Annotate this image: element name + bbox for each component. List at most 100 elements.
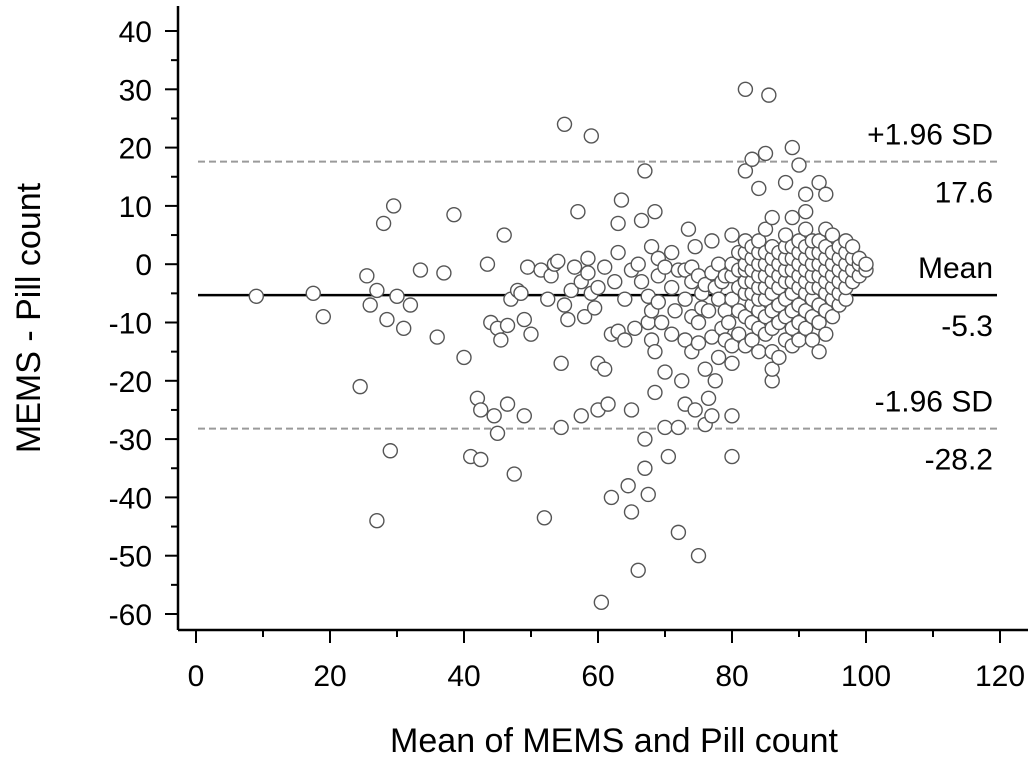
mean-value: -5.3 — [941, 310, 993, 343]
data-point — [677, 291, 693, 307]
data-point — [489, 425, 506, 441]
data-point — [724, 291, 740, 307]
data-point — [630, 562, 646, 578]
data-point — [305, 285, 321, 302]
x-tick-label: 20 — [313, 660, 346, 693]
y-tick-label: 10 — [119, 191, 152, 224]
data-point — [600, 396, 616, 412]
data-point — [640, 486, 656, 503]
data-point — [590, 279, 606, 296]
data-point — [540, 291, 556, 307]
data-point — [496, 227, 512, 243]
data-point — [674, 373, 690, 389]
data-point — [690, 314, 707, 331]
lower-loa-value: -28.2 — [925, 444, 993, 477]
x-tick-label: 120 — [975, 660, 1025, 693]
data-point — [613, 192, 630, 208]
data-point — [479, 256, 496, 272]
data-point — [369, 513, 385, 529]
y-tick-label: 30 — [119, 74, 152, 107]
data-point — [402, 297, 419, 313]
data-point — [379, 311, 395, 328]
data-point — [824, 308, 841, 325]
data-point — [670, 419, 687, 436]
data-point — [637, 431, 653, 447]
data-point — [704, 408, 720, 424]
data-point — [844, 239, 861, 255]
x-tick-label: 100 — [841, 660, 891, 693]
data-point — [556, 297, 573, 313]
data-point — [563, 282, 579, 299]
data-point — [690, 335, 707, 351]
upper-loa-value: 17.6 — [935, 177, 993, 210]
data-point — [751, 343, 767, 360]
data-point — [664, 279, 680, 296]
data-point — [610, 244, 626, 261]
data-point — [798, 204, 814, 220]
data-point — [744, 151, 760, 167]
data-point — [389, 288, 405, 304]
data-point — [710, 349, 727, 366]
data-point — [680, 221, 697, 237]
data-point — [751, 233, 767, 249]
data-point — [473, 402, 489, 418]
data-point — [456, 349, 472, 366]
data-point — [791, 157, 807, 173]
y-tick-label: 40 — [119, 16, 152, 49]
data-point — [550, 253, 566, 269]
data-point — [362, 297, 378, 313]
data-point — [670, 524, 687, 541]
data-point — [382, 443, 398, 459]
data-point — [633, 212, 650, 229]
y-tick-label: -30 — [109, 424, 152, 457]
data-point — [657, 419, 673, 436]
data-point — [583, 128, 599, 144]
data-point — [798, 320, 814, 337]
data-point — [412, 262, 429, 278]
data-point — [499, 396, 516, 412]
y-tick-label: 20 — [119, 133, 152, 166]
data-point — [580, 250, 596, 267]
data-point — [664, 244, 680, 261]
data-point — [610, 215, 626, 232]
data-point — [771, 349, 787, 366]
data-point — [607, 273, 623, 290]
data-point — [657, 259, 673, 275]
data-point — [516, 408, 532, 424]
x-axis-title: Mean of MEMS and Pill count — [390, 722, 838, 760]
data-point — [724, 355, 740, 372]
data-point — [707, 373, 723, 389]
y-tick-label: -40 — [109, 482, 152, 515]
data-point — [473, 451, 489, 468]
data-point — [603, 489, 620, 506]
data-point — [630, 256, 646, 272]
data-point — [586, 300, 603, 316]
data-point — [499, 317, 516, 334]
data-point — [637, 163, 653, 179]
data-point — [690, 548, 707, 564]
data-point — [523, 326, 539, 342]
data-point — [352, 378, 368, 395]
data-point — [777, 174, 794, 191]
data-point — [385, 198, 402, 214]
reference-labels: +1.96 SD 17.6 Mean -5.3 -1.96 SD -28.2 — [867, 119, 993, 477]
y-axis-title: MEMS - Pill count — [10, 182, 48, 453]
data-point — [667, 303, 683, 319]
data-point — [761, 87, 777, 103]
data-point — [429, 329, 445, 345]
data-point — [248, 288, 264, 304]
data-point — [566, 259, 583, 275]
data-point — [647, 384, 663, 401]
data-point — [647, 204, 663, 220]
data-point — [700, 303, 717, 319]
data-point — [617, 291, 633, 307]
data-point — [573, 408, 589, 424]
data-point — [576, 308, 593, 325]
data-point — [687, 239, 703, 255]
data-point — [764, 361, 780, 377]
data-point — [486, 408, 502, 424]
data-point — [811, 314, 827, 331]
data-point — [724, 408, 740, 424]
